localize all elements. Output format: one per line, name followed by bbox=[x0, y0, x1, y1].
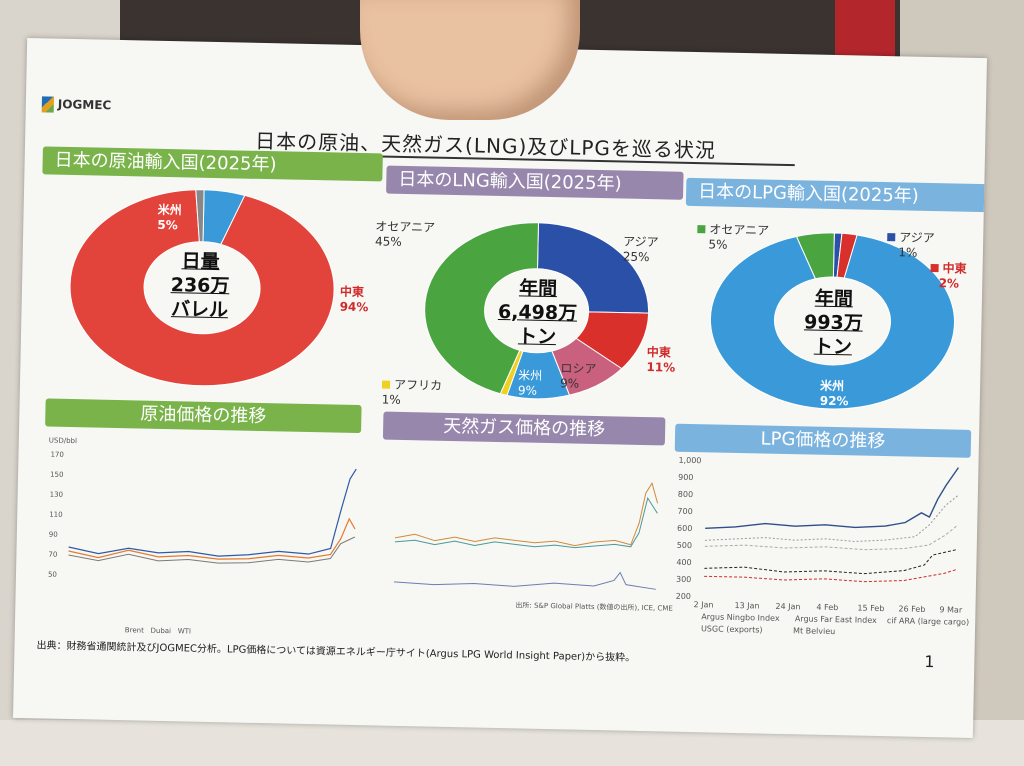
jogmec-logo-icon bbox=[41, 96, 55, 113]
crude-slice-1 bbox=[69, 189, 335, 387]
lpg-x-tick: 26 Feb bbox=[898, 604, 926, 614]
crude-slice-2 bbox=[195, 189, 205, 243]
hand-holding-paper bbox=[360, 0, 580, 120]
crude-price-header: 原油価格の推移 bbox=[45, 398, 362, 434]
gas-source-note: 出所: S&P Global Platts (数値の出所), ICE, CME bbox=[515, 601, 673, 613]
gas-price-chart bbox=[393, 481, 659, 590]
lpg-donut-chart bbox=[709, 232, 955, 410]
lng-slice-5 bbox=[424, 222, 539, 395]
crude-y-tick: 90 bbox=[48, 530, 58, 539]
lng-import-header: 日本のLNG輸入国(2025年) bbox=[386, 165, 684, 200]
lpg-x-tick: 2 Jan bbox=[693, 600, 714, 610]
lpg-y-tick: 900 bbox=[678, 472, 694, 483]
lpg-x-tick: 24 Jan bbox=[775, 601, 801, 612]
background-red-sign bbox=[835, 0, 895, 60]
lpg-y-tick: 600 bbox=[677, 523, 693, 534]
crude-y-tick: 150 bbox=[50, 470, 64, 479]
lpg-y-tick: 800 bbox=[677, 489, 694, 500]
crude-price-chart bbox=[68, 468, 357, 564]
lpg-y-tick: 400 bbox=[676, 557, 692, 568]
lpg-label-americas: 米州 92% bbox=[819, 378, 849, 409]
lng-donut-chart bbox=[424, 222, 650, 400]
lpg-x-tick: 15 Feb bbox=[857, 603, 885, 614]
lng-slice-0 bbox=[536, 222, 650, 314]
lpg-y-tick: 700 bbox=[677, 506, 693, 517]
lpg-label-middle-east: 中東 2% bbox=[930, 259, 967, 291]
lpg-y-tick: 300 bbox=[675, 574, 692, 585]
lpg-center-text: 年間 993万 トン bbox=[803, 287, 863, 359]
source-note: 出典：財務省通関統計及びJOGMEC分析。LPG価格については資源エネルギー庁サ… bbox=[36, 640, 636, 664]
lpg-x-tick: 4 Feb bbox=[816, 602, 839, 613]
lng-center-text: 年間 6,498万 トン bbox=[497, 277, 578, 349]
lpg-import-header: 日本のLPG輸入国(2025年) bbox=[685, 177, 988, 213]
crude-legend: Brent Dubai WTI bbox=[124, 626, 192, 636]
lpg-label-oceania: オセアニア 5% bbox=[697, 220, 769, 252]
crude-donut-chart bbox=[69, 189, 335, 387]
lpg-legend-2: USGC (exports) Mt Belvieu bbox=[700, 624, 836, 637]
logo: JOGMEC bbox=[41, 96, 112, 113]
crude-y-tick: 50 bbox=[47, 570, 57, 579]
lng-label-asia: アジア 25% bbox=[622, 234, 659, 265]
crude-y-tick: 130 bbox=[49, 490, 64, 499]
lpg-y-tick: 200 bbox=[675, 591, 692, 602]
lpg-price-chart bbox=[704, 467, 960, 583]
lng-label-middle-east: 中東 11% bbox=[646, 345, 676, 375]
lng-label-africa: アフリカ 1% bbox=[381, 377, 443, 407]
lpg-x-tick: 9 Mar bbox=[939, 605, 963, 615]
lng-label-russia: ロシア 9% bbox=[559, 361, 597, 391]
crude-center-text: 日量 236万 バレル bbox=[170, 250, 230, 322]
lpg-slice-3 bbox=[795, 232, 835, 280]
crude-y-tick: 110 bbox=[49, 510, 63, 519]
crude-y-tick: 70 bbox=[48, 550, 58, 559]
gas-price-header: 天然ガス価格の推移 bbox=[382, 411, 666, 446]
document-paper: JOGMEC 日本の原油、天然ガス(LNG)及びLPGを巡る状況 日本の原油輸入… bbox=[12, 38, 988, 738]
lpg-price-header: LPG価格の推移 bbox=[674, 423, 972, 458]
lpg-y-tick: 500 bbox=[676, 540, 693, 551]
lng-label-americas: 米州 9% bbox=[517, 368, 543, 398]
lng-label-oceania: オセアニア 45% bbox=[374, 219, 436, 249]
crude-label-middle-east: 中東 94% bbox=[339, 284, 369, 315]
lpg-y-tick: 1,000 bbox=[678, 455, 702, 466]
lpg-slice-2 bbox=[709, 234, 955, 410]
lpg-label-asia: アジア 1% bbox=[887, 228, 935, 260]
page-number: 1 bbox=[924, 651, 935, 672]
crude-y-tick: 170 bbox=[50, 450, 64, 459]
lpg-x-tick: 13 Jan bbox=[734, 600, 760, 611]
crude-import-header: 日本の原油輸入国(2025年) bbox=[42, 146, 383, 182]
crude-label-americas: 米州 5% bbox=[157, 202, 182, 233]
